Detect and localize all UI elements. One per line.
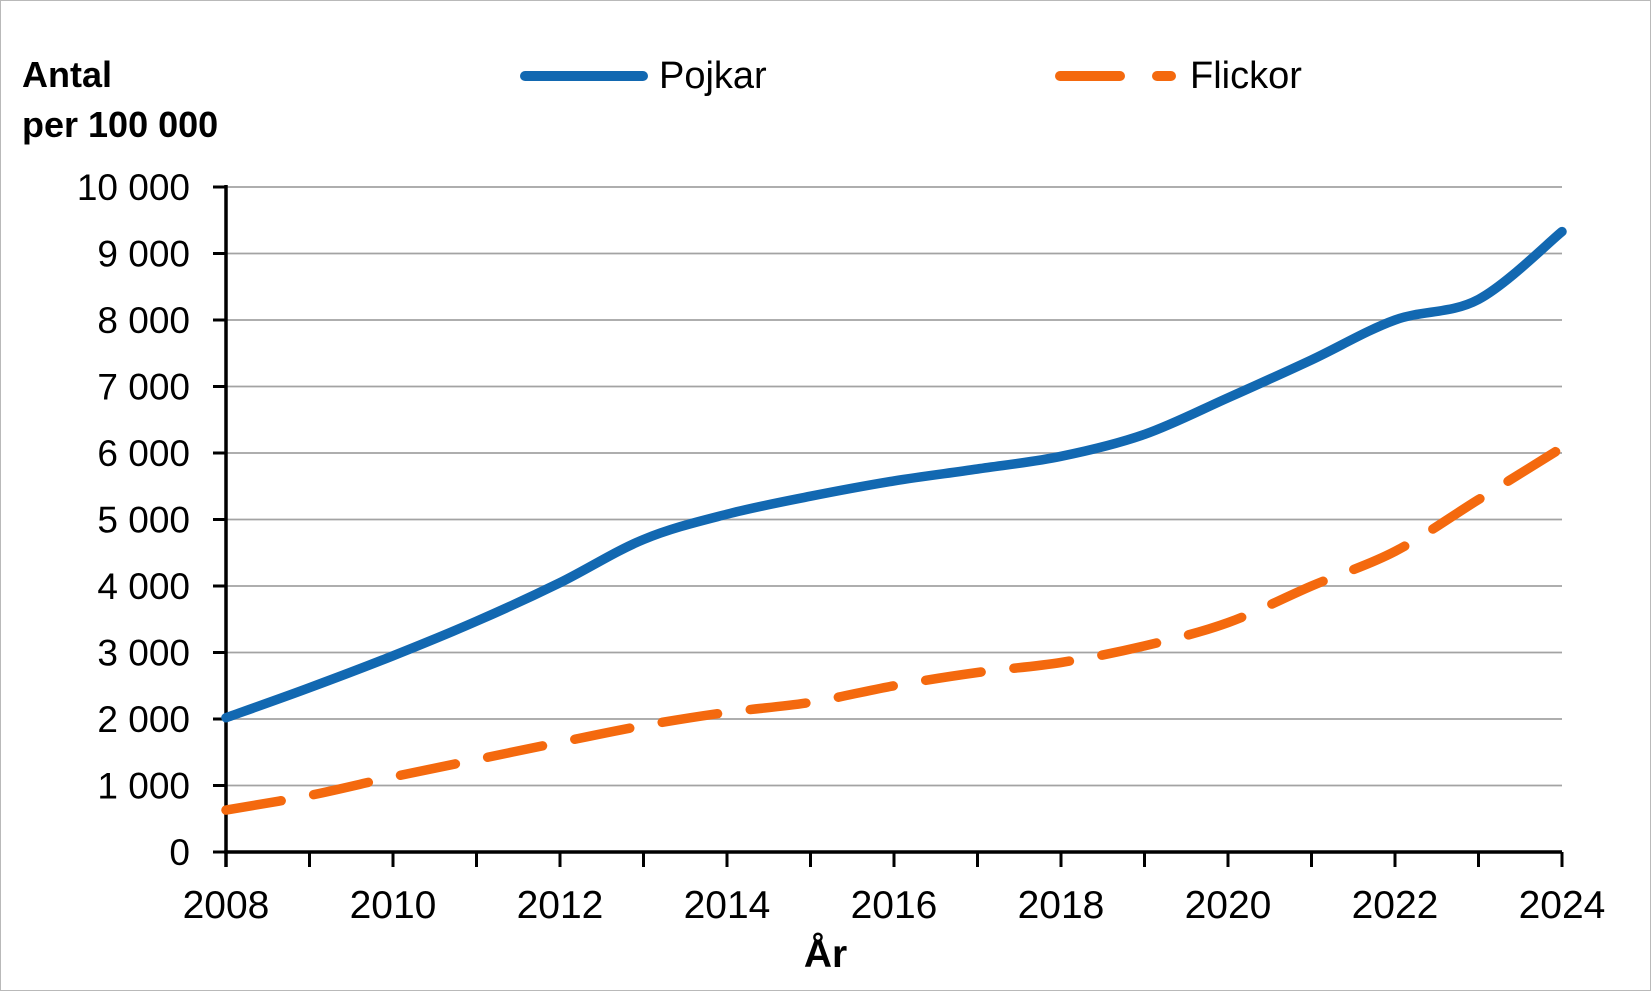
y-axis-title-line2: per 100 000 <box>22 104 219 145</box>
x-axis-title: År <box>803 933 848 976</box>
y-tick-label: 8 000 <box>97 300 190 341</box>
series-line-flickor <box>221 442 1567 815</box>
legend-label-flickor: Flickor <box>1190 54 1302 97</box>
x-tick-label: 2020 <box>1185 884 1272 927</box>
y-tick-label: 6 000 <box>97 433 190 474</box>
y-tick-label: 9 000 <box>97 234 190 275</box>
legend-label-pojkar: Pojkar <box>659 54 767 97</box>
y-tick-label: 4 000 <box>97 566 190 607</box>
y-tick-label: 2 000 <box>97 699 190 740</box>
x-tick-label: 2022 <box>1352 884 1439 927</box>
x-tick-label: 2016 <box>851 884 938 927</box>
y-axis-title: Antal per 100 000 <box>22 50 218 150</box>
x-tick-label: 2018 <box>1018 884 1105 927</box>
y-tick-label: 10 000 <box>77 167 190 208</box>
legend-item-pojkar: Pojkar <box>519 54 767 98</box>
x-tick-label: 2024 <box>1519 884 1606 927</box>
series-line-pojkar <box>221 226 1567 723</box>
pojkar-line-swatch-icon <box>520 71 648 81</box>
y-axis-title-line1: Antal <box>22 54 112 95</box>
y-tick-label: 3 000 <box>97 633 190 674</box>
x-tick-label: 2014 <box>684 884 771 927</box>
legend-item-flickor: Flickor <box>1054 54 1302 98</box>
flickor-dashed-line-swatch-icon <box>1055 71 1176 81</box>
x-tick-label: 2012 <box>517 884 604 927</box>
y-tick-label: 0 <box>169 832 190 873</box>
y-tick-label: 1 000 <box>97 766 190 807</box>
x-tick-label: 2010 <box>350 884 437 927</box>
y-tick-label: 5 000 <box>97 500 190 541</box>
x-tick-label: 2008 <box>183 884 270 927</box>
y-tick-label: 7 000 <box>97 367 190 408</box>
